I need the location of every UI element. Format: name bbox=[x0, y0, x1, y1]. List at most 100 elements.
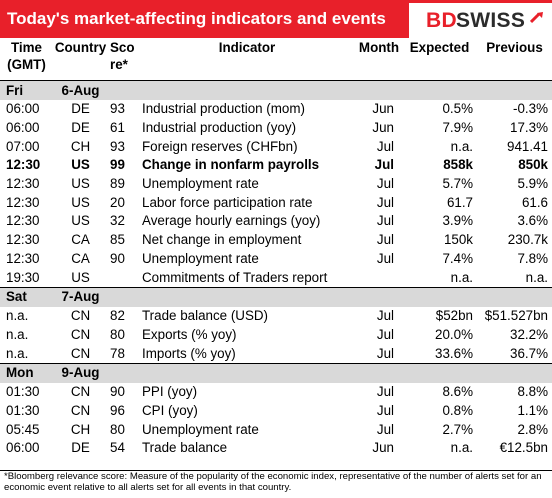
cell-country: US bbox=[71, 213, 90, 229]
cell-expected: 5.7% bbox=[442, 176, 473, 192]
cell-score: 61 bbox=[110, 120, 125, 136]
col-previous: Previous bbox=[486, 40, 543, 55]
cell-expected: 8.6% bbox=[442, 384, 473, 400]
cell-score: 54 bbox=[110, 440, 125, 456]
cell-time: 12:30 bbox=[6, 213, 40, 229]
cell-time: 12:30 bbox=[6, 232, 40, 248]
cell-time: 12:30 bbox=[6, 250, 40, 266]
table-row: 12:30 CA 85 Net change in employment Jul 150k… bbox=[0, 231, 552, 250]
cell-previous: 7.8% bbox=[517, 250, 548, 266]
cell-previous: n.a. bbox=[525, 269, 548, 285]
section-date: 9-Aug bbox=[53, 362, 108, 383]
col-expected: Expected bbox=[409, 40, 470, 55]
cell-indicator: Industrial production (yoy) bbox=[142, 120, 297, 136]
cell-previous: 2.8% bbox=[517, 421, 548, 437]
logo-swoosh-icon bbox=[530, 12, 543, 24]
cell-previous: 36.7% bbox=[510, 345, 548, 361]
cell-score: 80 bbox=[110, 421, 125, 437]
cell-month: Jul bbox=[376, 176, 394, 192]
cell-indicator: Exports (% yoy) bbox=[142, 326, 237, 342]
col-indicator: Indicator bbox=[218, 40, 276, 55]
cell-time: 06:00 bbox=[6, 101, 40, 117]
table-row: 01:30 CN 96 CPI (yoy) Jul 0.8% 1.1% bbox=[0, 402, 552, 421]
cell-expected: 0.8% bbox=[442, 402, 473, 418]
cell-score: 85 bbox=[110, 232, 125, 248]
cell-month: Jul bbox=[376, 138, 394, 154]
cell-time: 01:30 bbox=[6, 384, 40, 400]
footnote: *Bloomberg relevance score: Measure of t… bbox=[4, 471, 542, 493]
cell-indicator: Average hourly earnings (yoy) bbox=[142, 213, 321, 229]
col-month: Month bbox=[358, 40, 400, 55]
cell-score: 93 bbox=[110, 101, 125, 117]
cell-month: Jun bbox=[372, 120, 394, 136]
cell-month bbox=[356, 268, 402, 287]
cell-expected: $52bn bbox=[435, 308, 473, 324]
cell-time: 19:30 bbox=[6, 269, 40, 285]
cell-indicator: Unemployment rate bbox=[142, 421, 259, 437]
cell-previous: 3.6% bbox=[517, 213, 548, 229]
cell-month: Jul bbox=[374, 157, 394, 173]
cell-month: Jul bbox=[376, 232, 394, 248]
table-row: 05:45 CH 80 Unemployment rate Jul 2.7% 2.8% bbox=[0, 420, 552, 439]
cell-expected: 20.0% bbox=[435, 326, 473, 342]
table-row: 12:30 US 89 Unemployment rate Jul 5.7% 5.9% bbox=[0, 175, 552, 194]
cell-country: CH bbox=[70, 421, 91, 437]
section-day: Fri bbox=[0, 80, 53, 100]
table-row: 06:00 DE 93 Industrial production (mom) Jun 0… bbox=[0, 100, 552, 119]
indicators-table: Time (GMT) Country Score* Indicator Mont… bbox=[0, 38, 552, 458]
table-row: 12:30 CA 90 Unemployment rate Jul 7.4% 7.8% bbox=[0, 250, 552, 269]
col-country: Country bbox=[54, 40, 107, 55]
cell-time: 12:30 bbox=[6, 176, 40, 192]
cell-time: 06:00 bbox=[6, 440, 40, 456]
col-score: Score* bbox=[110, 40, 135, 72]
cell-expected: 7.9% bbox=[442, 120, 473, 136]
cell-score: 78 bbox=[110, 345, 125, 361]
cell-country: CA bbox=[71, 232, 90, 248]
cell-expected: 0.5% bbox=[442, 101, 473, 117]
table-row: 19:30 US Commitments of Traders report n.a.… bbox=[0, 268, 552, 287]
cell-previous: 5.9% bbox=[517, 176, 548, 192]
cell-previous: 941.41 bbox=[507, 138, 548, 154]
table-row: 06:00 DE 61 Industrial production (yoy) Jun 7… bbox=[0, 119, 552, 138]
cell-time: n.a. bbox=[6, 308, 29, 324]
cell-score: 99 bbox=[110, 157, 125, 173]
cell-expected: 858k bbox=[443, 157, 473, 173]
table-row: 01:30 CN 90 PPI (yoy) Jul 8.6% 8.8% bbox=[0, 383, 552, 402]
cell-indicator: Net change in employment bbox=[142, 232, 302, 248]
cell-month: Jun bbox=[372, 101, 394, 117]
table-row: n.a. CN 80 Exports (% yoy) Jul 20.0% 32.2% bbox=[0, 326, 552, 345]
cell-country: US bbox=[71, 176, 90, 192]
cell-indicator: CPI (yoy) bbox=[142, 402, 198, 418]
cell-previous: 850k bbox=[518, 157, 548, 173]
cell-score: 32 bbox=[110, 213, 125, 229]
cell-expected: n.a. bbox=[450, 138, 473, 154]
cell-previous: €12.5bn bbox=[499, 440, 548, 456]
cell-score: 82 bbox=[110, 308, 125, 324]
section-date: 6-Aug bbox=[53, 80, 108, 100]
table-row: 06:00 DE 54 Trade balance Jun n.a. €12.5bn bbox=[0, 439, 552, 458]
cell-month: Jul bbox=[376, 384, 394, 400]
title-banner: Today's market-affecting indicators and … bbox=[0, 0, 552, 38]
cell-month: Jul bbox=[376, 402, 394, 418]
section-day: Mon bbox=[0, 362, 53, 383]
section-header: Mon 9-Aug bbox=[0, 362, 552, 383]
cell-score: 93 bbox=[110, 138, 125, 154]
cell-country: DE bbox=[71, 440, 90, 456]
cell-indicator: Unemployment rate bbox=[142, 176, 259, 192]
cell-expected: 61.7 bbox=[446, 194, 473, 210]
cell-indicator: Labor force participation rate bbox=[142, 194, 313, 210]
table-row: 07:00 CH 93 Foreign reserves (CHFbn) Jul n.a.… bbox=[0, 137, 552, 156]
cell-previous: 32.2% bbox=[510, 326, 548, 342]
section-header: Sat 7-Aug bbox=[0, 286, 552, 307]
cell-time: n.a. bbox=[6, 326, 29, 342]
table-row: n.a. CN 82 Trade balance (USD) Jul $52bn $51.5… bbox=[0, 307, 552, 326]
cell-previous: 1.1% bbox=[517, 402, 548, 418]
cell-indicator: Commitments of Traders report bbox=[142, 269, 328, 285]
cell-country: DE bbox=[71, 101, 90, 117]
cell-indicator: Trade balance bbox=[142, 440, 228, 456]
cell-month: Jul bbox=[376, 345, 394, 361]
cell-expected: 2.7% bbox=[442, 421, 473, 437]
cell-expected: 3.9% bbox=[442, 213, 473, 229]
bdswiss-logo: BD SWISS bbox=[409, 3, 552, 38]
cell-country: CN bbox=[70, 345, 91, 361]
